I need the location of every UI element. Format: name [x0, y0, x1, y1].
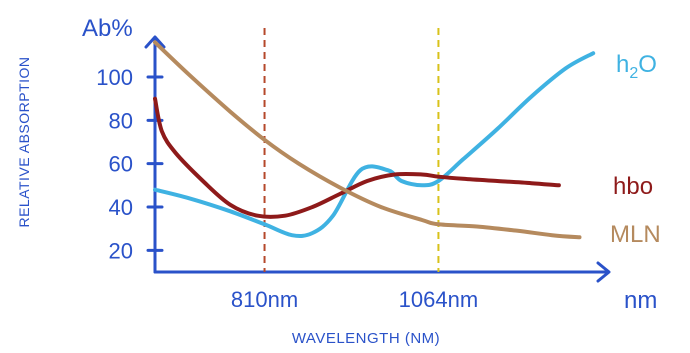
wavelength-markers: 810nm 1064nm — [231, 28, 478, 312]
y-tick-label: 80 — [109, 108, 133, 133]
x-unit-label: nm — [624, 287, 657, 314]
y-tick-label: 40 — [109, 195, 133, 220]
series-label-mln: MLN — [610, 221, 661, 248]
y-axis-arrow — [144, 35, 166, 49]
marker-label-810: 810nm — [231, 287, 298, 312]
series-line-hbo — [153, 96, 561, 219]
y-axis-title: RELATIVE ABSORPTION — [16, 56, 32, 227]
series-line-h2o — [153, 51, 596, 238]
y-tick-label: 60 — [109, 152, 133, 177]
axes — [144, 35, 611, 283]
y-tick-label: 100 — [96, 65, 133, 90]
series-lines — [153, 40, 596, 240]
y-ticks: 20 40 60 80 100 — [96, 65, 164, 263]
x-axis-arrow — [596, 261, 611, 283]
y-tick-label: 20 — [109, 238, 133, 263]
series-label-h2o: h2O — [616, 51, 657, 82]
series-label-hbo: hbo — [613, 173, 653, 200]
y-unit-label: Ab% — [82, 15, 133, 42]
marker-label-1064: 1064nm — [399, 287, 479, 312]
series-line-mln — [153, 40, 582, 240]
x-axis-title: WAVELENGTH (NM) — [292, 330, 440, 347]
